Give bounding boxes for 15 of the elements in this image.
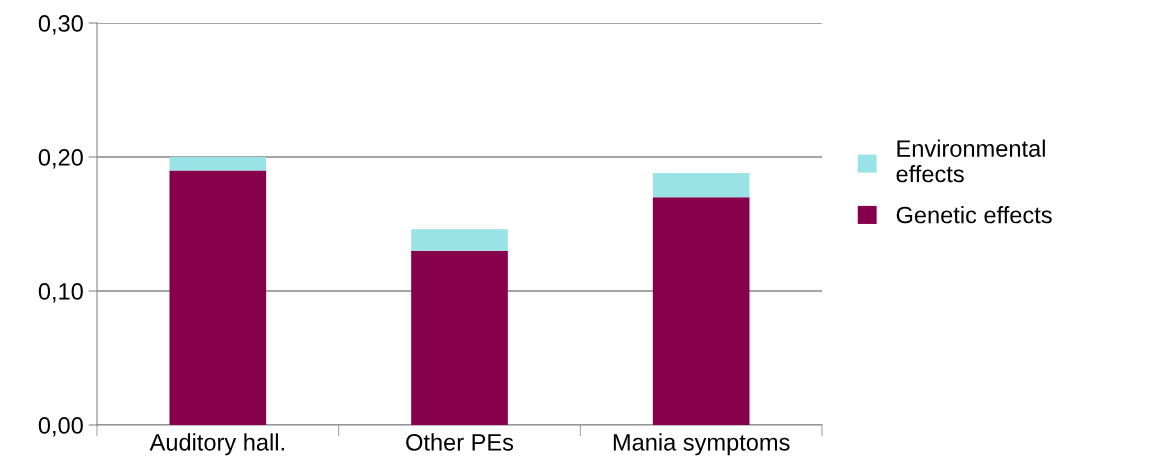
bar [411, 229, 508, 251]
x-tick-label: Mania symptoms [613, 433, 790, 456]
y-tick-label: 0,10 [38, 283, 83, 303]
y-tick-label: 0,30 [38, 15, 83, 35]
bar [652, 197, 750, 425]
x-tick-label: Other PEs [406, 433, 514, 451]
x-tick-label: Auditory hall. [149, 433, 284, 456]
legend-label: Genetic effects [896, 206, 1052, 224]
y-tick-label: 0,00 [38, 417, 83, 437]
bar [411, 250, 508, 425]
bar [169, 170, 267, 425]
bar [169, 157, 267, 171]
y-tick-label: 0,20 [38, 149, 83, 169]
legend-label: Environmental effects [896, 139, 1045, 183]
bar [652, 173, 750, 198]
